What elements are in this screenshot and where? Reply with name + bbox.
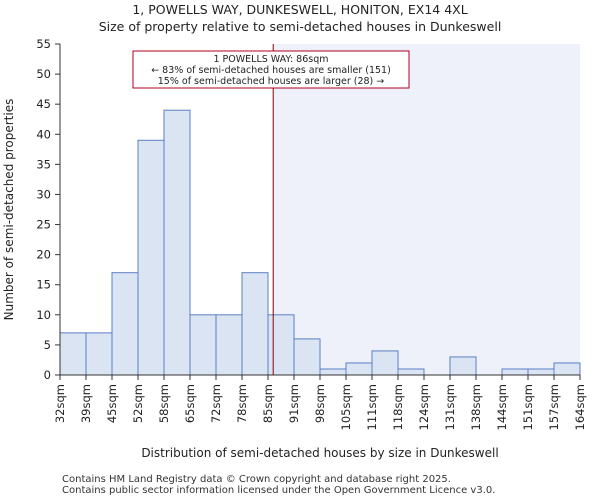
histogram-bar — [397, 368, 425, 376]
annotation-larger: 15% of semi-detached houses are larger (… — [158, 76, 385, 87]
annotation-box — [132, 50, 410, 89]
histogram-bar — [267, 314, 295, 376]
histogram-bar — [553, 362, 581, 376]
histogram-bar — [527, 368, 555, 376]
y-tick-label: 30 — [36, 187, 51, 201]
x-tick-label: 151sqm — [521, 384, 535, 430]
histogram-bar — [501, 368, 529, 376]
y-tick-label: 35 — [36, 157, 51, 171]
histogram-chart: 0 5 10 15 20 25 30 35 40 45 50 55 32sqm 39sqm 45sqm 52s… — [2, 37, 587, 460]
x-tick-label: 65sqm — [183, 384, 197, 423]
histogram-bar — [137, 139, 165, 376]
x-tick-label: 118sqm — [391, 384, 405, 430]
x-tick-label: 52sqm — [131, 384, 145, 423]
x-tick-label: 144sqm — [495, 384, 509, 430]
histogram-bar — [163, 109, 191, 376]
y-tick-label: 45 — [36, 97, 51, 111]
histogram-bar — [85, 332, 113, 376]
histogram-bar — [319, 368, 347, 376]
x-tick-label: 164sqm — [573, 384, 587, 430]
x-tick-label: 91sqm — [287, 384, 301, 423]
highlight-region — [273, 44, 580, 375]
x-tick-label: 105sqm — [339, 384, 353, 430]
annotation-title: 1 POWELLS WAY: 86sqm — [213, 54, 328, 65]
x-tick-label: 131sqm — [443, 384, 457, 430]
footer-copyright: Contains HM Land Registry data © Crown c… — [62, 474, 451, 485]
y-tick-label: 10 — [36, 308, 51, 322]
x-tick-label: 138sqm — [469, 384, 483, 430]
y-tick-label: 15 — [36, 278, 51, 292]
x-tick-label: 32sqm — [53, 384, 67, 423]
histogram-bar — [241, 272, 269, 376]
chart-subtitle: Size of property relative to semi-detach… — [98, 19, 502, 34]
histogram-bar — [293, 338, 321, 376]
y-tick-label: 40 — [36, 127, 51, 141]
y-tick-label: 25 — [36, 218, 51, 232]
x-tick-label: 39sqm — [79, 384, 93, 423]
y-tick-label: 5 — [44, 338, 51, 352]
x-axis-label: Distribution of semi-detached houses by … — [141, 446, 498, 460]
y-tick-label: 0 — [44, 368, 51, 382]
x-tick-label: 157sqm — [547, 384, 561, 430]
x-tick-label: 45sqm — [105, 384, 119, 423]
x-tick-label: 78sqm — [235, 384, 249, 423]
x-tick-label: 58sqm — [157, 384, 171, 423]
histogram-bar — [59, 332, 87, 376]
histogram-bar — [371, 350, 399, 376]
chart-title: 1, POWELLS WAY, DUNKESWELL, HONITON, EX1… — [132, 2, 468, 17]
annotation-smaller: ← 83% of semi-detached houses are smalle… — [151, 65, 391, 76]
y-tick-label: 50 — [36, 67, 51, 81]
histogram-bar — [189, 314, 217, 376]
y-tick-label: 20 — [36, 248, 51, 262]
histogram-bar — [449, 356, 477, 376]
x-tick-label: 72sqm — [209, 384, 223, 423]
x-tick-label: 85sqm — [261, 384, 275, 423]
x-tick-label: 124sqm — [417, 384, 431, 430]
footer-licence: Contains public sector information licen… — [62, 485, 496, 496]
y-tick-label: 55 — [36, 37, 51, 51]
histogram-bar — [215, 314, 243, 376]
x-tick-label: 111sqm — [365, 384, 379, 430]
y-axis-label: Number of semi-detached properties — [2, 99, 16, 321]
x-tick-label: 98sqm — [313, 384, 327, 423]
histogram-bar — [111, 272, 139, 376]
histogram-bar — [345, 362, 373, 376]
